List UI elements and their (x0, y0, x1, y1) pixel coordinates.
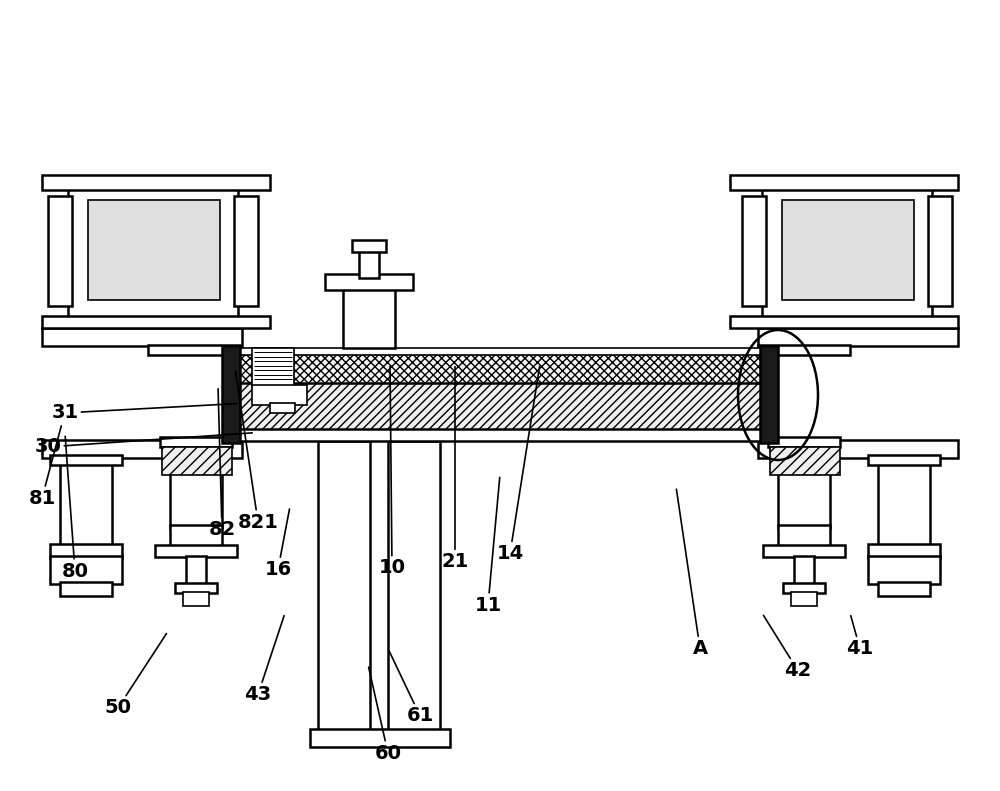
Bar (232, 383, 768, 431)
Bar (778, 525, 830, 547)
Bar (310, 729, 450, 747)
Text: 50: 50 (104, 634, 166, 717)
Bar (50, 556, 122, 584)
Bar (770, 447, 840, 475)
Bar (232, 348, 768, 355)
Bar (60, 582, 112, 596)
Bar (42, 440, 242, 458)
Text: 41: 41 (846, 615, 874, 658)
Bar (878, 458, 930, 546)
Text: 82: 82 (208, 389, 236, 539)
Bar (742, 196, 766, 306)
Bar (60, 458, 112, 546)
Text: A: A (676, 489, 708, 658)
Bar (68, 182, 238, 320)
Bar (318, 441, 370, 731)
Bar (778, 440, 830, 528)
Bar (868, 544, 940, 558)
Bar (42, 328, 242, 346)
Bar (183, 592, 209, 606)
Text: 60: 60 (369, 667, 402, 763)
Bar (252, 348, 294, 386)
Text: 16: 16 (264, 509, 292, 579)
Bar (878, 582, 930, 596)
Bar (868, 455, 940, 465)
Text: 821: 821 (235, 370, 278, 532)
Bar (783, 583, 825, 593)
Bar (762, 182, 932, 320)
Text: 31: 31 (51, 403, 237, 422)
Text: 30: 30 (35, 433, 252, 456)
Bar (758, 440, 958, 458)
Bar (186, 556, 206, 586)
Bar (42, 175, 270, 190)
Text: 10: 10 (378, 367, 406, 577)
Bar (160, 437, 232, 447)
Bar (388, 441, 440, 731)
Text: 42: 42 (763, 615, 812, 680)
Bar (232, 429, 768, 441)
Bar (794, 556, 814, 586)
Bar (791, 592, 817, 606)
Bar (252, 385, 307, 405)
Bar (768, 437, 840, 447)
Bar (868, 556, 940, 584)
Bar (928, 196, 952, 306)
Bar (760, 346, 778, 443)
Bar (352, 240, 386, 252)
Bar (232, 352, 768, 384)
Bar (758, 328, 958, 346)
Bar (175, 583, 217, 593)
Text: 43: 43 (244, 615, 284, 704)
Bar (162, 447, 232, 475)
Text: 14: 14 (496, 366, 540, 563)
Bar (155, 545, 237, 557)
Bar (42, 316, 270, 328)
Text: 81: 81 (28, 426, 61, 508)
Bar (48, 196, 72, 306)
Bar (730, 175, 958, 190)
Bar (270, 403, 295, 413)
Bar (343, 286, 395, 348)
Bar (50, 455, 122, 465)
Text: 61: 61 (389, 651, 434, 725)
Bar (758, 345, 850, 355)
Bar (170, 525, 222, 547)
Text: 11: 11 (474, 477, 502, 615)
Bar (50, 544, 122, 558)
Text: 80: 80 (62, 437, 88, 581)
Bar (325, 274, 413, 290)
Bar (234, 196, 258, 306)
Bar (730, 316, 958, 328)
Text: 21: 21 (441, 367, 469, 571)
Bar (763, 545, 845, 557)
Bar (170, 440, 222, 528)
Bar (148, 345, 240, 355)
Bar (782, 200, 914, 300)
Bar (222, 346, 240, 443)
Bar (359, 248, 379, 278)
Bar (88, 200, 220, 300)
